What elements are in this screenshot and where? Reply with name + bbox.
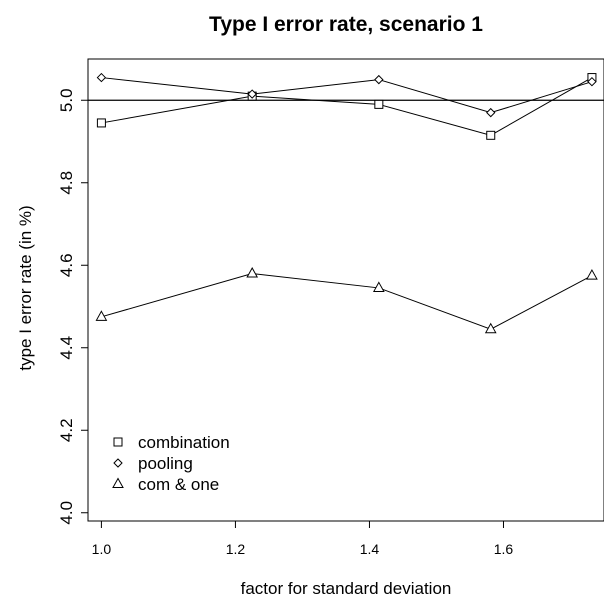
data-point-pooling — [374, 74, 384, 85]
data-point-com-one — [586, 269, 598, 280]
data-point-com-one — [372, 281, 385, 292]
data-point-pooling — [247, 89, 257, 99]
data-point-com-one — [246, 266, 259, 278]
plot-frame — [87, 58, 604, 522]
data-point-combination — [374, 99, 384, 109]
y-axis: 4.0 4.2 4.4 4.6 4.8 5.0 — [57, 88, 88, 525]
series-line-combination — [101, 77, 593, 136]
series-com-one — [95, 266, 598, 334]
legend: combination pooling com & one — [112, 433, 230, 494]
data-point-combination — [96, 118, 106, 128]
x-tick-label: 1.0 — [92, 541, 112, 557]
legend-label-combination: combination — [138, 433, 230, 452]
x-tick-label: 1.2 — [226, 541, 246, 557]
legend-label-pooling: pooling — [138, 454, 193, 473]
series-group — [95, 72, 598, 334]
legend-label-com-one: com & one — [138, 475, 219, 494]
data-point-pooling — [587, 76, 597, 87]
y-tick-label: 5.0 — [57, 88, 76, 112]
chart-title: Type I error rate, scenario 1 — [209, 13, 483, 36]
y-tick-label: 4.2 — [57, 418, 76, 442]
series-pooling — [96, 72, 597, 118]
y-tick-label: 4.0 — [57, 501, 76, 525]
data-point-pooling — [486, 107, 496, 118]
data-point-pooling — [96, 72, 107, 83]
series-line-com-one — [101, 272, 593, 330]
legend-marker-pooling — [113, 458, 123, 468]
x-axis: 1.0 1.2 1.4 1.6 — [92, 521, 514, 557]
y-tick-label: 4.6 — [57, 253, 76, 277]
legend-marker-combination — [113, 437, 123, 447]
series-line-pooling — [101, 77, 593, 114]
y-axis-title: type I error rate (in %) — [16, 205, 35, 370]
y-tick-label: 4.4 — [57, 336, 76, 360]
legend-marker-com-one — [112, 477, 124, 488]
data-point-com-one — [95, 310, 108, 321]
x-tick-label: 1.6 — [494, 541, 514, 557]
data-point-com-one — [484, 322, 497, 334]
x-tick-label: 1.4 — [360, 541, 380, 557]
y-tick-label: 4.8 — [57, 171, 76, 195]
x-axis-title: factor for standard deviation — [241, 579, 452, 598]
data-point-combination — [486, 130, 496, 140]
